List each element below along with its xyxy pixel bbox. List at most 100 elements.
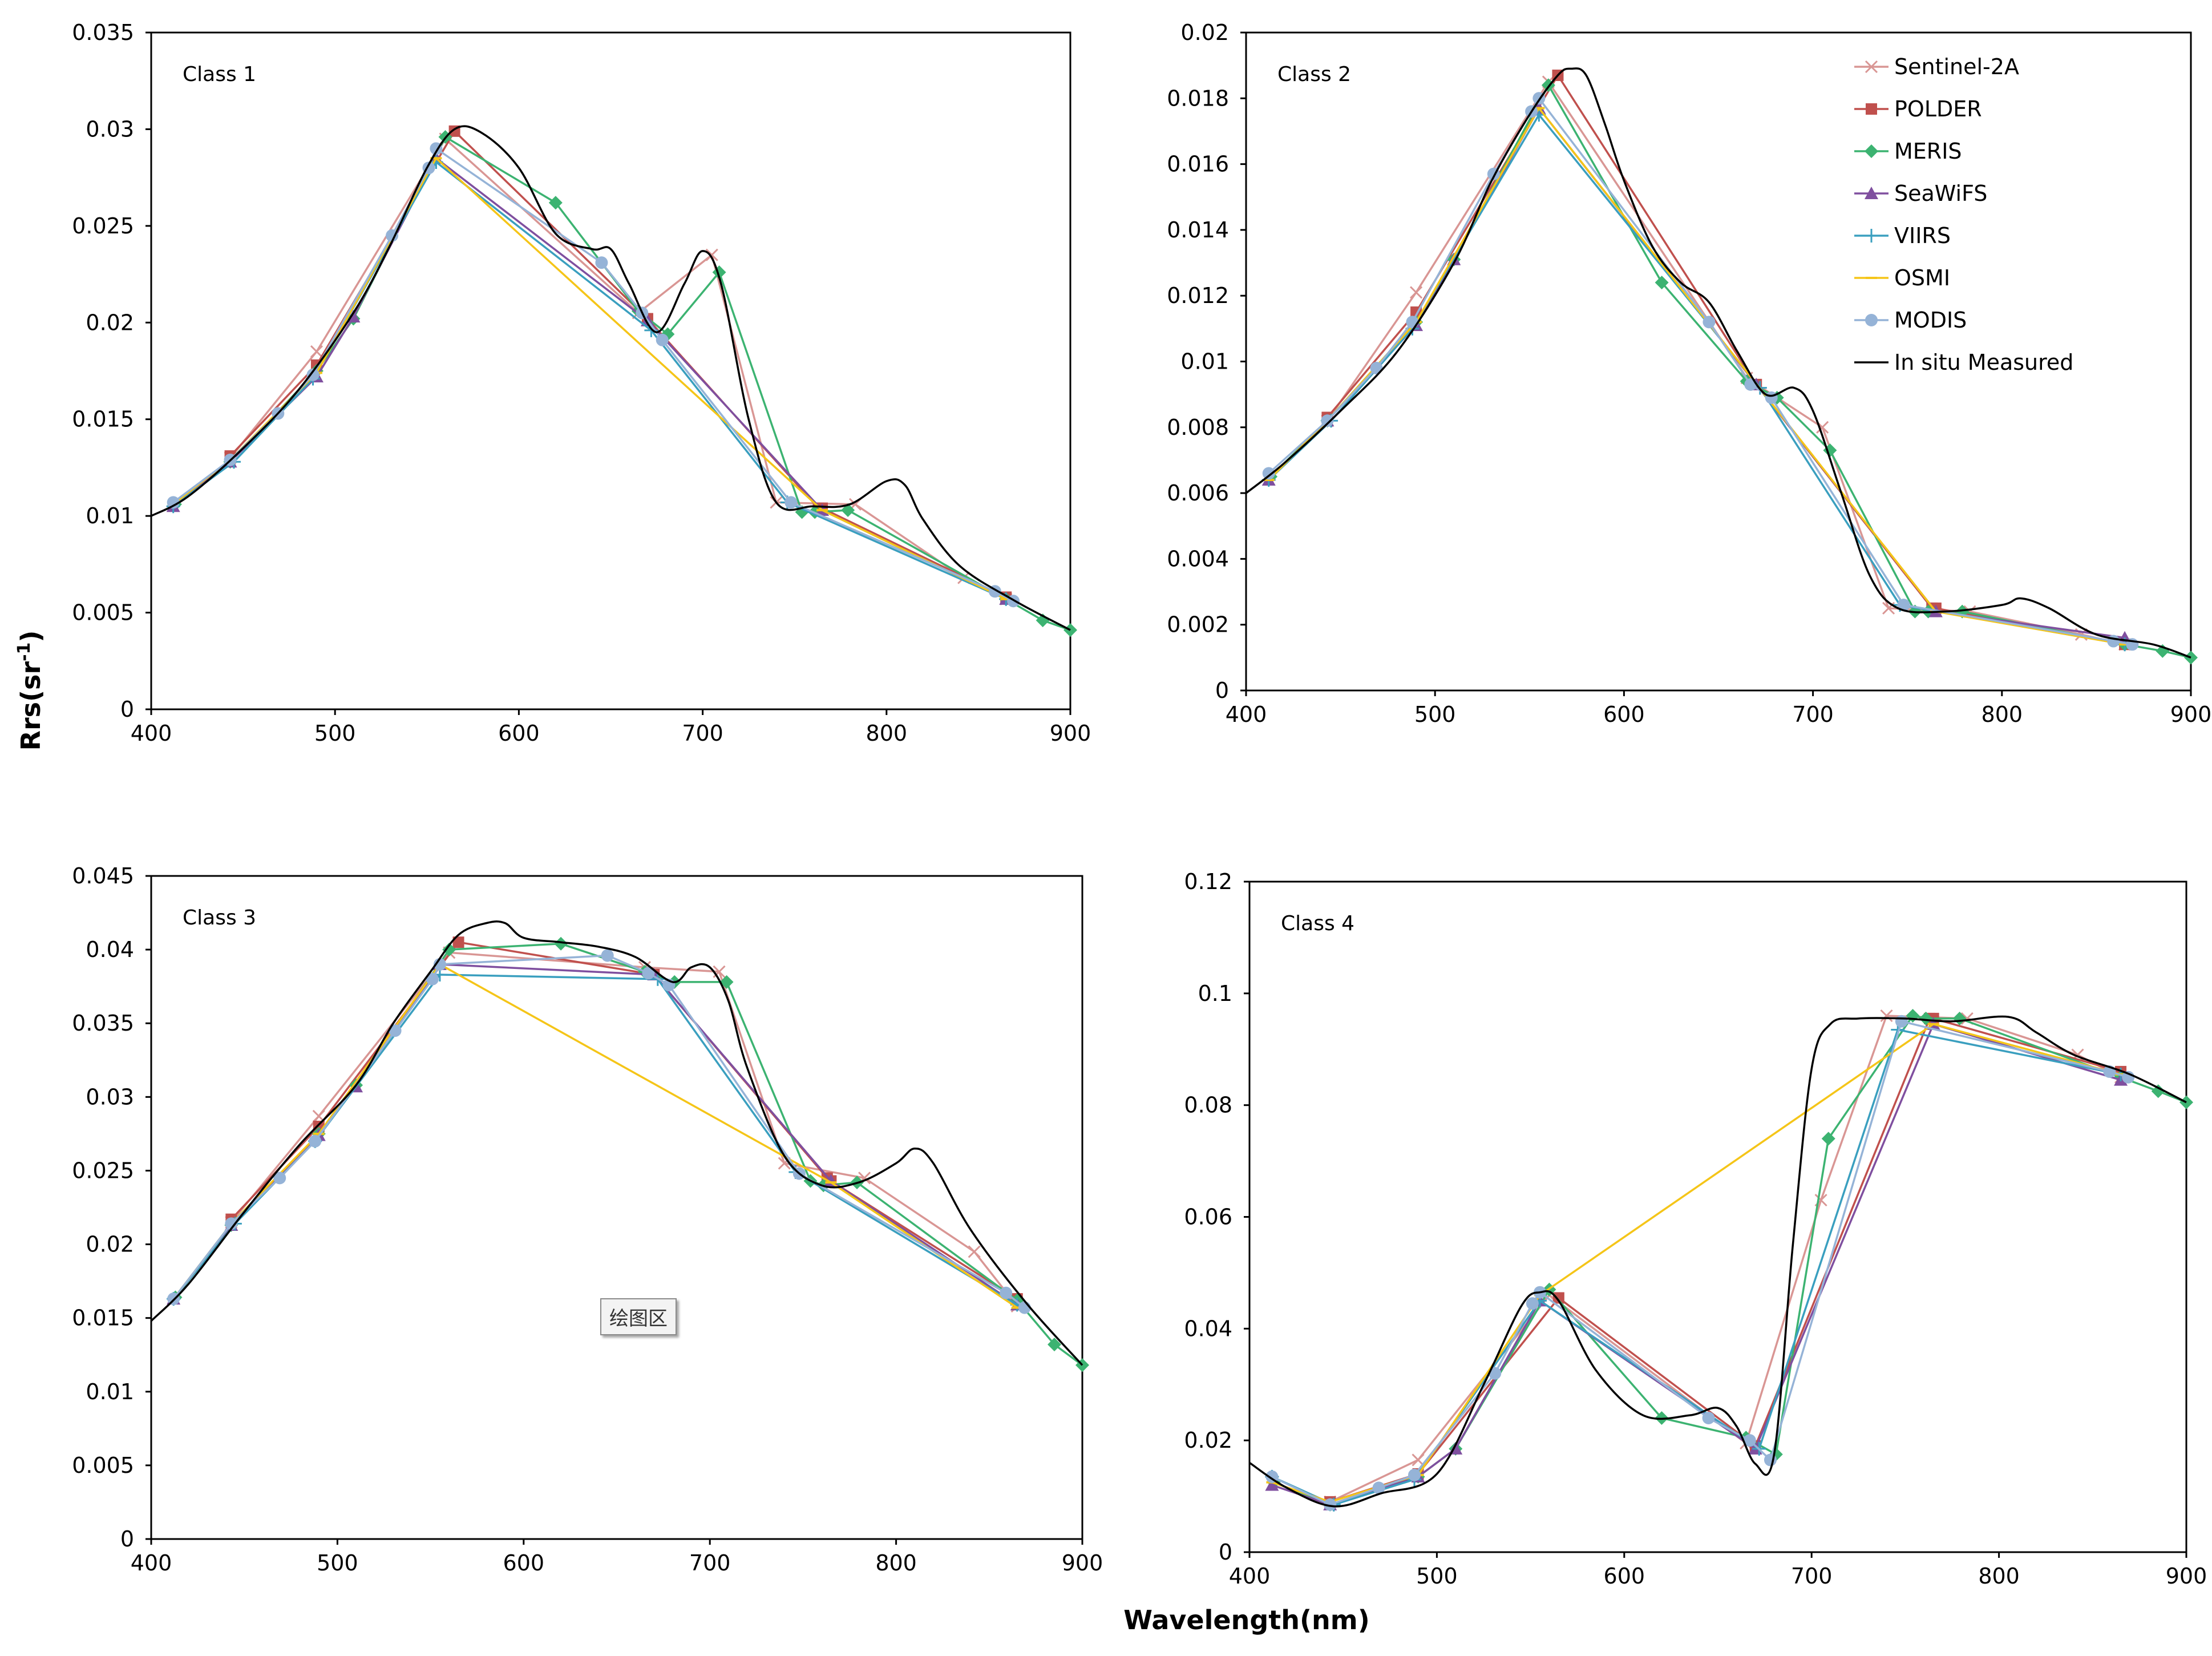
- data-point: [1655, 276, 1669, 290]
- data-point: [554, 936, 568, 951]
- data-point: [1048, 1338, 1062, 1352]
- y-axis-label-end: ): [15, 631, 46, 643]
- data-point: [1919, 1011, 1933, 1025]
- chart-panel-1: 0 0.005 0.01 0.015 0.02 0.025 0.03 0.035 400 500 6…: [72, 20, 1091, 746]
- y-tick-label: 0: [120, 1526, 134, 1552]
- legend-label: Sentinel-2A: [1894, 54, 2019, 79]
- data-point: [1324, 1498, 1337, 1511]
- data-point: [1408, 1468, 1421, 1481]
- legend-marker: [1866, 103, 1877, 115]
- data-point: [825, 1181, 837, 1184]
- data-point: [225, 1217, 238, 1230]
- data-point: [1897, 599, 1910, 612]
- data-point: [1011, 1306, 1023, 1309]
- data-point: [452, 936, 464, 948]
- x-tick-label: 700: [689, 1550, 731, 1576]
- legend-marker: [1865, 187, 1878, 199]
- plot-frame: [1248, 880, 2187, 1553]
- data-point: [548, 196, 563, 210]
- legend: Sentinel-2A POLDER MERIS SeaWiFS VIIRS OSMI MO…: [1854, 54, 2073, 375]
- legend-marker: [1865, 314, 1878, 326]
- data-point: [1743, 1434, 1756, 1447]
- y-tick-label: 0.015: [72, 1306, 134, 1331]
- y-tick-label: 0.005: [72, 600, 134, 625]
- data-point: [389, 1024, 402, 1037]
- x-tick-label: 400: [131, 721, 172, 746]
- x-tick-label: 500: [314, 721, 356, 746]
- x-tick-label: 400: [1226, 702, 1267, 727]
- data-point: [433, 958, 446, 971]
- y-tick-label: 0.012: [1167, 283, 1229, 308]
- y-axis-label-sup: -1: [14, 643, 34, 661]
- data-point: [1489, 1367, 1502, 1380]
- x-tick-label: 700: [682, 721, 723, 746]
- data-point: [1927, 1023, 1939, 1025]
- y-tick-label: 0.12: [1184, 869, 1232, 894]
- data-point: [430, 157, 442, 160]
- y-tick-label: 0.025: [72, 213, 134, 239]
- x-tick-label: 700: [1791, 1564, 1833, 1589]
- x-tick-label: 900: [1050, 721, 1091, 746]
- legend-item: In situ Measured: [1854, 350, 2073, 375]
- x-tick-label: 800: [866, 721, 908, 746]
- data-point: [313, 1132, 325, 1135]
- y-tick-label: 0.02: [1184, 1428, 1232, 1453]
- plot-frame: [1245, 31, 2192, 692]
- x-tick-label: 900: [2166, 1564, 2207, 1589]
- x-tick-label: 900: [2170, 702, 2212, 727]
- data-point: [442, 943, 456, 957]
- data-point: [1880, 1009, 1893, 1023]
- data-point: [1263, 479, 1275, 482]
- x-tick-label: 900: [1062, 1550, 1103, 1576]
- y-tick-label: 0: [1219, 1540, 1232, 1565]
- chart-panel-4: 0 0.02 0.04 0.06 0.08 0.1 0.12 400 500 600 700 800 9…: [1184, 869, 2207, 1589]
- data-point: [601, 949, 614, 962]
- data-point: [1000, 1286, 1013, 1299]
- y-tick-label: 0.04: [86, 937, 134, 962]
- data-point: [656, 333, 669, 346]
- legend-item: MODIS: [1854, 308, 1967, 333]
- data-point: [1262, 467, 1275, 480]
- y-axis-label-main: Rrs(sr: [15, 661, 46, 751]
- y-tick-label: 0: [120, 697, 134, 722]
- data-point: [386, 229, 399, 242]
- x-tick-label: 600: [503, 1550, 545, 1576]
- legend-label: MODIS: [1894, 308, 1967, 333]
- y-tick-label: 0.03: [86, 1084, 134, 1109]
- data-point: [1526, 1297, 1539, 1310]
- data-point: [309, 1134, 322, 1148]
- data-point: [816, 508, 828, 511]
- data-point: [1321, 414, 1334, 427]
- y-tick-label: 0.045: [72, 863, 134, 888]
- y-tick-label: 0.014: [1167, 217, 1229, 243]
- data-point: [2151, 1084, 2165, 1098]
- series-in-situ-measured: [1245, 67, 2191, 659]
- data-point: [1744, 378, 1757, 391]
- data-point: [968, 1245, 981, 1258]
- series-line: [1245, 67, 2191, 659]
- data-point: [306, 368, 320, 381]
- y-tick-label: 0.02: [1180, 20, 1229, 45]
- plot-frame: [150, 31, 1071, 710]
- plot-frame: [150, 875, 1083, 1540]
- data-point: [2119, 643, 2131, 646]
- y-tick-label: 0: [1215, 678, 1229, 703]
- y-tick-label: 0.004: [1167, 546, 1229, 571]
- legend-label: SeaWiFS: [1894, 181, 1987, 206]
- legend-label: POLDER: [1894, 96, 1982, 122]
- y-tick-label: 0.006: [1167, 480, 1229, 506]
- x-tick-label: 400: [131, 1550, 172, 1576]
- y-tick-label: 0.01: [86, 503, 134, 528]
- x-axis-label: Wavelength(nm): [1123, 1605, 1369, 1635]
- chart-title: Class 4: [1281, 912, 1354, 935]
- data-point: [1765, 391, 1778, 404]
- legend-marker: [1865, 229, 1878, 243]
- data-point: [273, 1172, 286, 1185]
- y-tick-label: 0.035: [72, 1011, 134, 1036]
- y-tick-label: 0.015: [72, 407, 134, 432]
- legend-label: MERIS: [1894, 139, 1962, 164]
- series-line: [150, 920, 1083, 1366]
- data-point: [1000, 597, 1012, 600]
- series-line: [1271, 1023, 2121, 1503]
- chart-title: Class 1: [183, 63, 256, 86]
